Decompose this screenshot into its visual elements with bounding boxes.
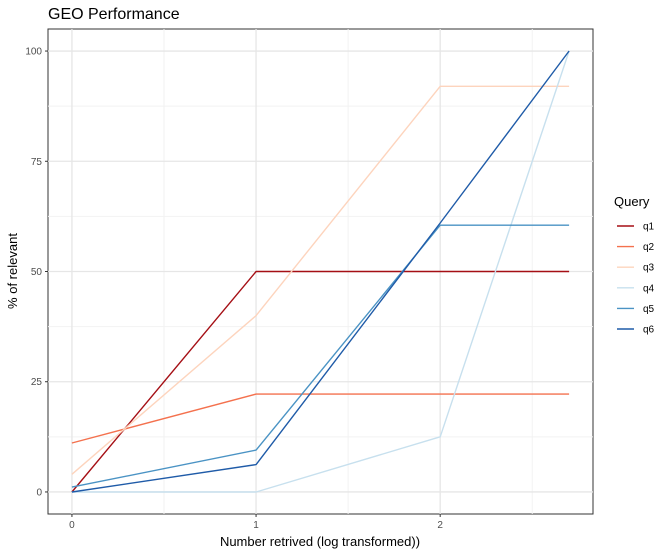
legend-label-q1: q1 [643, 222, 655, 233]
series-line-q6 [71, 50, 570, 493]
y-axis-title: % of relevant [5, 233, 20, 309]
y-tick-label: 25 [31, 377, 43, 388]
y-tick-label: 75 [31, 157, 43, 168]
series-line-q2 [71, 393, 570, 444]
series-line-q3 [71, 85, 570, 475]
series-line-q4 [71, 50, 570, 493]
x-tick-label: 1 [253, 520, 259, 531]
legend-label-q3: q3 [643, 263, 655, 274]
legend-label-q6: q6 [643, 325, 655, 336]
x-tick-label: 2 [437, 520, 443, 531]
legend-label-q4: q4 [643, 283, 655, 294]
minor-gridlines [48, 29, 593, 514]
series-lines [71, 50, 570, 493]
axis-ticks: 0 1 2 0 25 50 75 100 [25, 47, 443, 531]
x-axis-title: Number retrived (log transformed)) [220, 534, 420, 549]
legend-title: Query [614, 194, 650, 209]
legend-label-q5: q5 [643, 304, 655, 315]
series-line-q5 [71, 224, 570, 488]
chart-title: GEO Performance [48, 6, 180, 23]
legend-label-q2: q2 [643, 242, 655, 253]
y-tick-label: 100 [25, 47, 42, 58]
legend: Query q1 q2 q3 q4 q5 q6 [614, 194, 655, 336]
x-tick-label: 0 [69, 520, 75, 531]
y-tick-label: 50 [31, 267, 43, 278]
series-line-q1 [71, 270, 570, 493]
y-tick-label: 0 [36, 487, 42, 498]
